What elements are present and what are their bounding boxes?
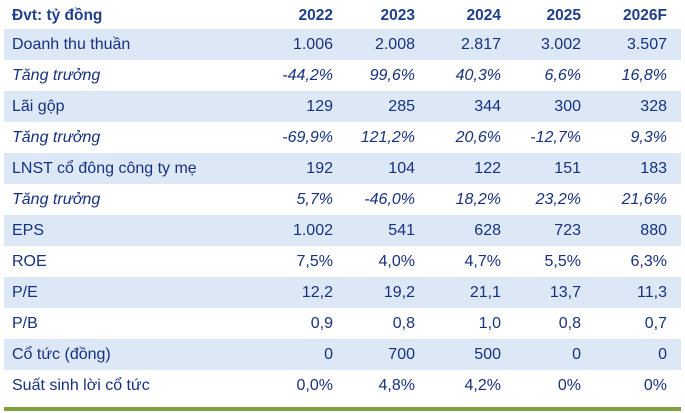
row-label: Tăng trưởng — [4, 184, 262, 215]
table-row: Doanh thu thuần 1.006 2.008 2.817 3.002 … — [4, 29, 681, 60]
cell: 16,8% — [595, 60, 681, 91]
cell: 0,0% — [262, 370, 347, 401]
cell: 99,6% — [347, 60, 429, 91]
row-label: Lãi gộp — [4, 91, 262, 122]
cell: 4,0% — [347, 246, 429, 277]
cell: 1.006 — [262, 29, 347, 60]
cell: 6,6% — [515, 60, 595, 91]
table-row: Suất sinh lời cổ tức 0,0% 4,8% 4,2% 0% 0… — [4, 370, 681, 401]
cell: 0,8 — [347, 308, 429, 339]
cell: 344 — [429, 91, 515, 122]
cell: 3.002 — [515, 29, 595, 60]
year-header: 2026F — [595, 2, 681, 29]
table-row: Lãi gộp 129 285 344 300 328 — [4, 91, 681, 122]
table-row: Tăng trưởng 5,7% -46,0% 18,2% 23,2% 21,6… — [4, 184, 681, 215]
cell: 122 — [429, 153, 515, 184]
cell: 18,2% — [429, 184, 515, 215]
cell: 6,3% — [595, 246, 681, 277]
table-row: Cổ tức (đồng) 0 700 500 0 0 — [4, 339, 681, 370]
row-label: P/E — [4, 277, 262, 308]
unit-label: Đvt: tỷ đồng — [4, 2, 262, 29]
cell: 0% — [595, 370, 681, 401]
cell: 183 — [595, 153, 681, 184]
cell: 13,7 — [515, 277, 595, 308]
cell: 151 — [515, 153, 595, 184]
cell: 5,5% — [515, 246, 595, 277]
cell: 7,5% — [262, 246, 347, 277]
row-label: Suất sinh lời cổ tức — [4, 370, 262, 401]
cell: 0,7 — [595, 308, 681, 339]
cell: 12,2 — [262, 277, 347, 308]
table-row: ROE 7,5% 4,0% 4,7% 5,5% 6,3% — [4, 246, 681, 277]
cell: 4,2% — [429, 370, 515, 401]
cell: 19,2 — [347, 277, 429, 308]
cell: 5,7% — [262, 184, 347, 215]
cell: 40,3% — [429, 60, 515, 91]
financial-table: Đvt: tỷ đồng 2022 2023 2024 2025 2026F D… — [4, 2, 681, 401]
cell: 4,7% — [429, 246, 515, 277]
cell: 121,2% — [347, 122, 429, 153]
table-row: P/E 12,2 19,2 21,1 13,7 11,3 — [4, 277, 681, 308]
cell: 23,2% — [515, 184, 595, 215]
cell: 0,9 — [262, 308, 347, 339]
cell: 0 — [515, 339, 595, 370]
cell: 2.817 — [429, 29, 515, 60]
cell: 129 — [262, 91, 347, 122]
row-label: Tăng trưởng — [4, 122, 262, 153]
row-label: Tăng trưởng — [4, 60, 262, 91]
year-header: 2023 — [347, 2, 429, 29]
cell: 285 — [347, 91, 429, 122]
row-label: P/B — [4, 308, 262, 339]
cell: -69,9% — [262, 122, 347, 153]
year-header: 2025 — [515, 2, 595, 29]
row-label: LNST cổ đông công ty mẹ — [4, 153, 262, 184]
cell: 21,1 — [429, 277, 515, 308]
cell: 192 — [262, 153, 347, 184]
cell: -12,7% — [515, 122, 595, 153]
cell: -44,2% — [262, 60, 347, 91]
cell: -46,0% — [347, 184, 429, 215]
cell: 104 — [347, 153, 429, 184]
cell: 723 — [515, 215, 595, 246]
cell: 4,8% — [347, 370, 429, 401]
cell: 541 — [347, 215, 429, 246]
table-row: EPS 1.002 541 628 723 880 — [4, 215, 681, 246]
cell: 328 — [595, 91, 681, 122]
cell: 700 — [347, 339, 429, 370]
cell: 9,3% — [595, 122, 681, 153]
table-row: P/B 0,9 0,8 1,0 0,8 0,7 — [4, 308, 681, 339]
year-header: 2024 — [429, 2, 515, 29]
cell: 20,6% — [429, 122, 515, 153]
header-row: Đvt: tỷ đồng 2022 2023 2024 2025 2026F — [4, 2, 681, 29]
row-label: ROE — [4, 246, 262, 277]
row-label: EPS — [4, 215, 262, 246]
cell: 2.008 — [347, 29, 429, 60]
cell: 1,0 — [429, 308, 515, 339]
cell: 300 — [515, 91, 595, 122]
table-row: LNST cổ đông công ty mẹ 192 104 122 151 … — [4, 153, 681, 184]
cell: 21,6% — [595, 184, 681, 215]
cell: 880 — [595, 215, 681, 246]
cell: 3.507 — [595, 29, 681, 60]
bottom-divider — [4, 407, 681, 411]
year-header: 2022 — [262, 2, 347, 29]
table-row: Tăng trưởng -69,9% 121,2% 20,6% -12,7% 9… — [4, 122, 681, 153]
cell: 500 — [429, 339, 515, 370]
cell: 1.002 — [262, 215, 347, 246]
row-label: Doanh thu thuần — [4, 29, 262, 60]
cell: 11,3 — [595, 277, 681, 308]
cell: 0 — [262, 339, 347, 370]
cell: 0% — [515, 370, 595, 401]
table-row: Tăng trưởng -44,2% 99,6% 40,3% 6,6% 16,8… — [4, 60, 681, 91]
cell: 0,8 — [515, 308, 595, 339]
row-label: Cổ tức (đồng) — [4, 339, 262, 370]
cell: 628 — [429, 215, 515, 246]
cell: 0 — [595, 339, 681, 370]
